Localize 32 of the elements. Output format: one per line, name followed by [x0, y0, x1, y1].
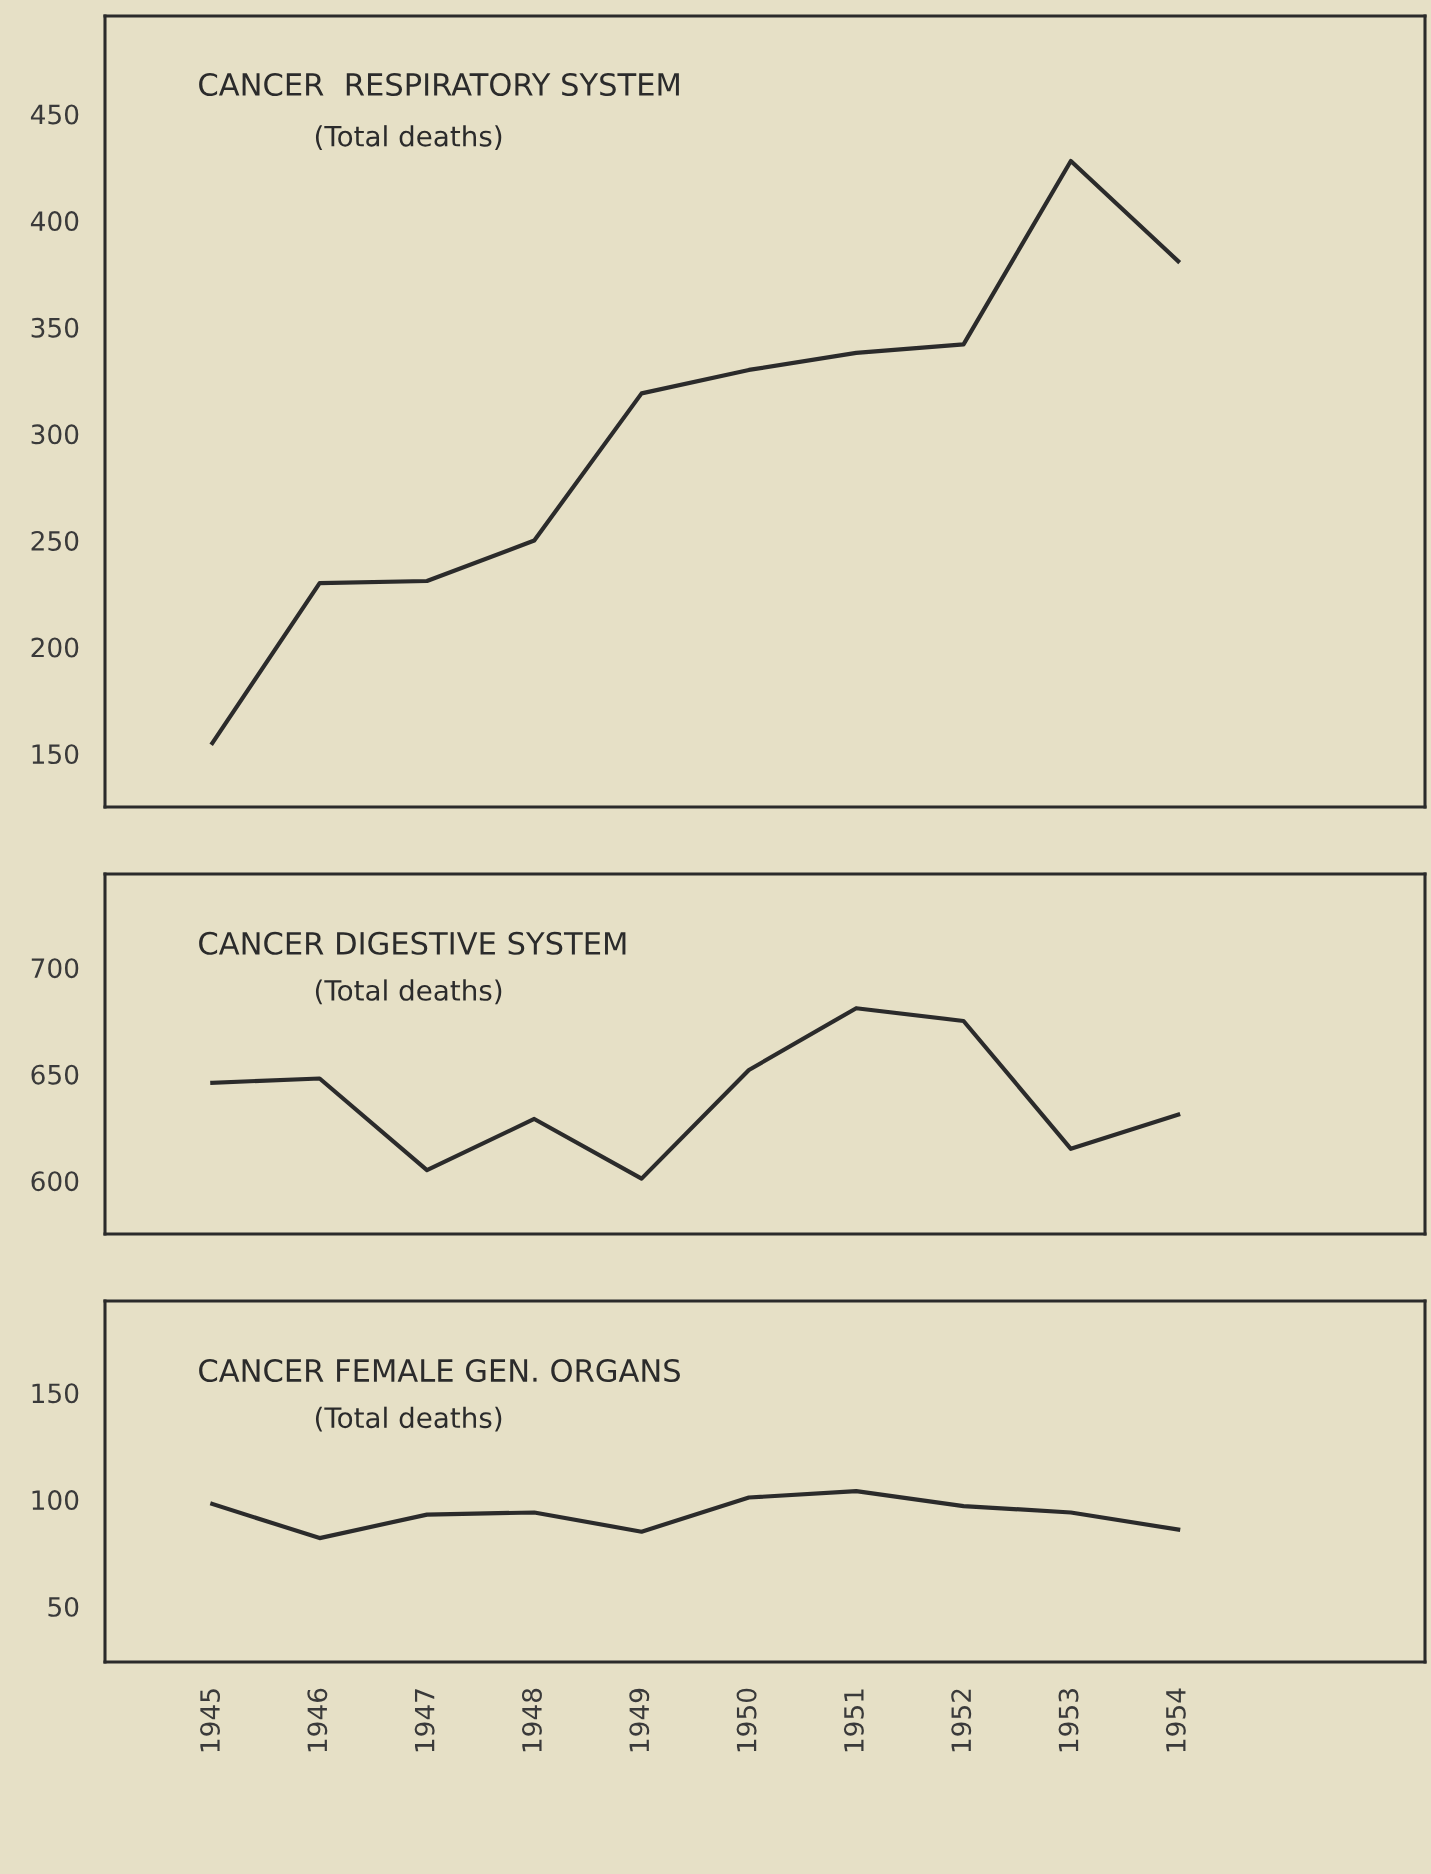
- x-tick-label: 1946: [307, 1688, 328, 1752]
- y-tick-label: 150: [32, 1383, 79, 1404]
- x-tick-label: 1950: [736, 1688, 757, 1752]
- text: CANCER RESPIRATORY SYSTEM: [199, 72, 679, 97]
- y-tick-label: 50: [48, 1596, 79, 1617]
- x-tick-label: 1945: [200, 1689, 220, 1752]
- y-tick-label: 100: [32, 1490, 79, 1511]
- line-series: [210, 1489, 1181, 1541]
- x-tick-label: 1952: [951, 1689, 972, 1752]
- y-tick-label: 150: [32, 744, 79, 765]
- text: CANCER FEMALE GEN. ORGANS: [199, 1358, 680, 1383]
- y-tick-label: 250: [31, 530, 79, 551]
- line-series: [210, 158, 1181, 746]
- text: (Total deaths): [315, 125, 502, 150]
- text: (Total deaths): [315, 1406, 502, 1432]
- x-tick-label: 1954: [1165, 1688, 1186, 1752]
- line-series: [210, 1006, 1181, 1181]
- x-tick-label: 1948: [521, 1688, 542, 1752]
- y-tick-label: 300: [31, 424, 79, 445]
- y-tick-label: 200: [31, 637, 79, 658]
- y-tick-label: 650: [31, 1064, 79, 1085]
- y-tick-label: 450: [30, 104, 79, 125]
- y-tick-label: 350: [31, 317, 79, 338]
- x-tick-label: 1949: [629, 1688, 650, 1752]
- x-tick-label: 1947: [414, 1689, 435, 1752]
- y-tick-label: 600: [31, 1171, 79, 1192]
- y-tick-label: 400: [30, 211, 79, 232]
- text: CANCER DIGESTIVE SYSTEM: [199, 931, 626, 955]
- x-tick-label: 1953: [1058, 1689, 1079, 1752]
- y-tick-label: 700: [31, 958, 79, 979]
- x-tick-label: 1951: [843, 1689, 864, 1752]
- text: (Total deaths): [315, 979, 502, 1005]
